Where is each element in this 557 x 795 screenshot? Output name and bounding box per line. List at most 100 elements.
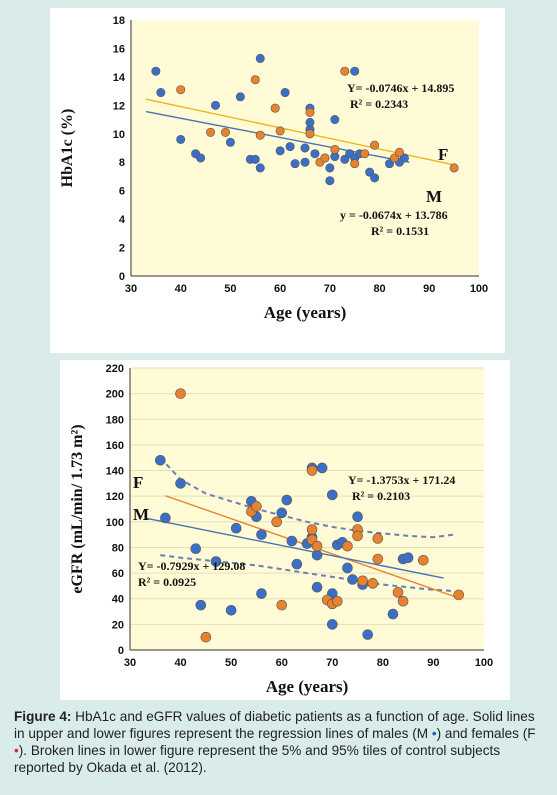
data-point-m xyxy=(325,163,335,173)
figure-caption: Figure 4: HbA1c and eGFR values of diabe… xyxy=(14,708,544,776)
x-tick-label: 100 xyxy=(470,283,488,295)
data-point-m xyxy=(399,153,409,163)
data-point-f xyxy=(340,66,350,76)
regression-line-m xyxy=(145,517,444,579)
x-axis-label: Age (years) xyxy=(264,303,347,322)
data-point-m xyxy=(176,134,186,144)
data-point-m xyxy=(156,88,166,98)
data-point-m xyxy=(286,535,298,547)
data-point-f xyxy=(251,501,262,512)
x-tick-label: 70 xyxy=(324,283,336,295)
data-point-m xyxy=(352,511,363,522)
data-point-m xyxy=(281,494,293,506)
regression-equation-m: y = -0.0674x + 13.786 xyxy=(340,208,448,222)
data-point-f xyxy=(176,85,186,95)
x-axis-label: Age (years) xyxy=(266,677,349,696)
data-point-f xyxy=(372,533,384,544)
x-tick-label: 50 xyxy=(224,283,236,295)
female-dot-symbol: • xyxy=(14,743,19,758)
data-point-m xyxy=(175,478,186,489)
data-point-m xyxy=(311,581,323,593)
data-point-m xyxy=(160,512,171,524)
data-point-f xyxy=(392,587,404,598)
y-tick-label: 80 xyxy=(112,542,124,554)
x-tick-label: 40 xyxy=(175,283,187,295)
data-point-f xyxy=(330,144,340,154)
y-tick-label: 220 xyxy=(106,363,124,375)
caption-text-1: HbA1c and eGFR values of diabetic patien… xyxy=(14,709,535,741)
data-point-m xyxy=(256,529,267,540)
data-point-f xyxy=(306,524,318,535)
data-point-m xyxy=(195,599,207,611)
data-point-f xyxy=(394,147,404,157)
data-point-f xyxy=(271,516,282,528)
x-tick-label: 80 xyxy=(377,657,389,669)
data-point-m xyxy=(235,92,245,102)
data-point-f xyxy=(306,465,318,476)
data-point-f xyxy=(200,631,212,643)
data-point-m xyxy=(256,588,267,599)
r-squared-f: R² = 0.2343 xyxy=(350,97,408,111)
male-dot-symbol: • xyxy=(431,726,437,741)
r-squared-m: R² = 0.1531 xyxy=(371,224,429,238)
r-squared-m: R² = 0.0925 xyxy=(138,575,196,589)
y-tick-label: 10 xyxy=(113,129,125,141)
data-point-m xyxy=(385,159,395,169)
y-tick-label: 18 xyxy=(113,15,125,27)
data-point-f xyxy=(311,540,323,552)
y-tick-label: 0 xyxy=(118,645,124,657)
control-band-line xyxy=(159,457,454,539)
y-tick-label: 160 xyxy=(106,440,124,452)
data-point-m xyxy=(310,149,320,159)
data-point-f xyxy=(305,107,315,117)
data-point-m xyxy=(225,137,235,147)
egfr-chart: 30 40 50 60 70 80 90 100 0 20 40 60 80 100 120 140 160 18… xyxy=(69,363,493,696)
data-point-m xyxy=(291,558,303,570)
hba1c-chart-panel: 30 40 50 60 70 80 90 100 0 2 4 6 8 10 12 14 16 18 Age (yea… xyxy=(50,8,505,353)
regression-equation-f: Y= -1.3753x + 171.24 xyxy=(348,473,455,487)
y-tick-label: 0 xyxy=(119,271,125,283)
data-point-m xyxy=(347,574,358,585)
data-point-m xyxy=(370,173,380,183)
data-point-m xyxy=(190,543,202,555)
data-point-m xyxy=(402,552,414,564)
data-point-m xyxy=(387,608,399,620)
male-series-label: M xyxy=(426,187,442,206)
data-point-f xyxy=(206,127,216,137)
y-tick-label: 120 xyxy=(106,491,124,503)
data-point-f xyxy=(367,578,379,589)
data-point-f xyxy=(357,575,368,587)
regression-equation-m: Y= -0.7929x + 129.08 xyxy=(138,559,245,573)
y-tick-label: 200 xyxy=(106,389,124,401)
y-tick-label: 16 xyxy=(113,43,125,55)
caption-text-3: ). Broken lines in lower figure represen… xyxy=(14,743,501,775)
data-point-m xyxy=(305,117,315,127)
r-squared-f: R² = 0.2103 xyxy=(352,489,410,503)
data-point-m xyxy=(276,507,288,519)
y-axis-label: HbA1c (%) xyxy=(59,109,76,188)
data-point-m xyxy=(300,157,310,167)
y-tick-label: 14 xyxy=(113,72,126,84)
y-tick-label: 60 xyxy=(112,568,124,580)
data-point-m xyxy=(326,489,338,501)
data-point-f xyxy=(389,153,399,163)
hba1c-chart: 30 40 50 60 70 80 90 100 0 2 4 6 8 10 12 14 16 18 Age (yea… xyxy=(59,15,488,322)
plot-area xyxy=(130,368,484,650)
data-point-f xyxy=(250,75,260,85)
data-point-f xyxy=(360,149,370,159)
y-tick-label: 12 xyxy=(113,100,125,112)
data-point-m xyxy=(255,53,265,63)
data-point-m xyxy=(316,462,328,474)
data-point-f xyxy=(350,159,360,169)
x-tick-label: 80 xyxy=(373,283,385,295)
data-point-f xyxy=(397,595,409,607)
data-point-f xyxy=(276,599,288,611)
data-point-f xyxy=(332,595,343,607)
data-point-m xyxy=(250,154,260,164)
data-point-m xyxy=(342,562,353,574)
data-point-m xyxy=(330,115,340,125)
data-point-m xyxy=(196,153,206,163)
male-series-label: M xyxy=(133,505,149,524)
data-point-f xyxy=(449,163,459,173)
data-point-m xyxy=(365,167,375,177)
